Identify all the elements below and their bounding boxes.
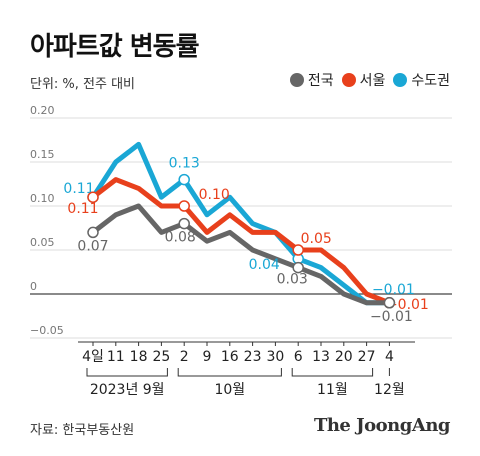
data-label: −0.01 — [372, 282, 415, 298]
brand-logo: The JoongAng — [313, 415, 451, 436]
legend-label-national: 전국 — [307, 73, 334, 89]
legend-item-national: 전국 — [289, 70, 334, 90]
month-label: 12월 — [374, 382, 405, 398]
y-tick-label: 0.15 — [30, 148, 55, 161]
legend-item-seoul: 서울 — [341, 70, 386, 90]
data-point-marker — [87, 226, 99, 239]
month-bracket — [86, 368, 168, 377]
data-point-marker — [87, 191, 99, 203]
data-point-marker — [383, 297, 396, 309]
x-tick-label: 11 — [107, 349, 125, 365]
legend-label-seoul: 서울 — [359, 73, 386, 89]
chart-subtitle: 단위: %, 전주 대비 — [30, 77, 136, 92]
month-bracket — [177, 368, 282, 377]
data-label: −0.01 — [386, 297, 429, 313]
data-label: 0.08 — [165, 230, 196, 246]
data-label: 0.11 — [67, 201, 98, 217]
y-tick-label: 0.10 — [30, 192, 55, 205]
data-label: 0.11 — [63, 181, 94, 197]
data-label: 0.07 — [77, 238, 108, 254]
legend-label-capital: 수도권 — [411, 73, 450, 89]
x-tick-label: 13 — [312, 349, 330, 365]
x-tick-label: 20 — [335, 349, 353, 365]
month-label: 10월 — [214, 382, 245, 398]
legend-swatch-seoul — [341, 73, 356, 87]
data-point-marker — [178, 217, 190, 230]
y-tick-label: 0 — [30, 280, 37, 293]
data-point-marker — [292, 261, 304, 274]
data-point-marker — [292, 244, 304, 256]
x-tick-label: 16 — [221, 349, 239, 365]
month-label: 11월 — [317, 382, 348, 398]
data-label: 0.04 — [249, 257, 280, 273]
month-label: 2023년 9월 — [90, 382, 165, 398]
x-tick-label: 2 — [180, 349, 189, 365]
series-line — [90, 141, 392, 306]
x-tick-label: 27 — [358, 349, 376, 365]
x-tick-label: 23 — [244, 349, 262, 365]
x-tick-label: 30 — [266, 349, 284, 365]
x-tick-label: 25 — [152, 349, 170, 365]
data-label: 0.10 — [199, 187, 230, 203]
legend-swatch-capital — [393, 73, 408, 87]
legend-item-capital: 수도권 — [393, 70, 450, 90]
data-label: 0.05 — [301, 231, 332, 247]
month-bracket — [291, 368, 374, 377]
data-label: 0.13 — [169, 156, 200, 172]
data-label: −0.01 — [370, 309, 413, 325]
source-note: 자료: 한국부동산원 — [30, 423, 135, 438]
y-tick-label: 0.20 — [30, 104, 55, 117]
data-point-marker — [178, 200, 190, 212]
series-line — [90, 177, 392, 306]
x-tick-label: 9 — [203, 349, 212, 365]
x-tick-label: 4 — [385, 349, 394, 365]
series-line — [90, 203, 392, 306]
data-point-marker — [178, 173, 190, 186]
y-tick-label: 0.05 — [30, 236, 55, 249]
y-tick-label: −0.05 — [30, 324, 64, 337]
data-label: 0.03 — [277, 272, 308, 288]
legend-swatch-national — [289, 73, 304, 87]
legend: 전국 서울 수도권 — [289, 70, 450, 90]
chart-title: 아파트값 변동률 — [30, 32, 199, 62]
x-tick-label: 18 — [130, 349, 148, 365]
x-tick-label: 6 — [294, 349, 303, 365]
x-tick-label: 4일 — [82, 349, 104, 365]
